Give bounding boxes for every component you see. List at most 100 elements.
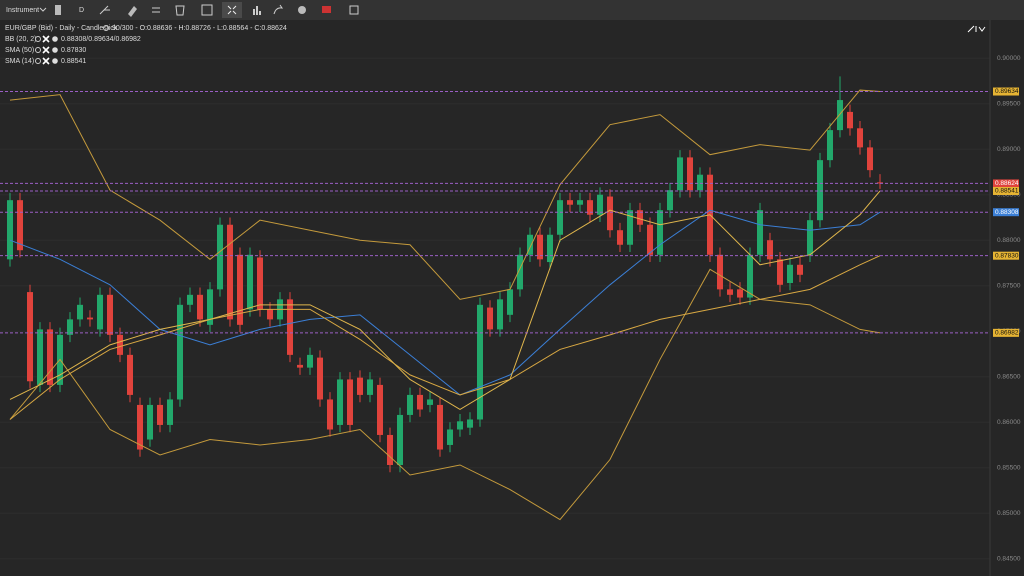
y-tick-label: 0.87500 [997, 282, 1021, 289]
indicators-icon[interactable] [253, 6, 261, 15]
candle-body [127, 354, 133, 395]
candle-body [417, 394, 423, 410]
candle-body [267, 309, 273, 320]
candle-body [217, 224, 223, 290]
candle-body [107, 294, 113, 335]
candle-body [157, 404, 163, 425]
candle-body [167, 399, 173, 425]
candle-body [247, 254, 253, 310]
price-tag [993, 87, 1019, 96]
fit-icon [227, 5, 237, 15]
price-tag-label: 0.87830 [995, 252, 1019, 259]
candle-body [487, 307, 493, 330]
candle-body [747, 254, 753, 298]
y-tick-label: 0.86500 [997, 373, 1021, 380]
candle-body [687, 157, 693, 191]
indicator-readout: 0.88308/0.89634/0.86982 [61, 36, 141, 43]
candle-body [357, 377, 363, 395]
candle-body [587, 200, 593, 215]
y-tick-label: 0.85500 [997, 464, 1021, 471]
candle-body [87, 317, 93, 320]
candle-body [37, 329, 43, 385]
candle-body [457, 421, 463, 430]
candle-body [497, 299, 503, 330]
candle-body [287, 299, 293, 355]
candle-body [537, 234, 543, 260]
tools-icon[interactable] [152, 7, 160, 13]
visibility-icon[interactable] [35, 47, 41, 53]
candle-body [227, 224, 233, 320]
price-tag-label: 0.88624 [995, 180, 1019, 187]
candle-body [827, 130, 833, 161]
candle-body [47, 329, 53, 385]
price-tag [993, 251, 1019, 260]
settings-icon[interactable] [52, 36, 58, 42]
price-tag-label: 0.86982 [995, 330, 1019, 337]
candle-body [397, 414, 403, 465]
settings-icon[interactable] [52, 47, 58, 53]
delete-icon[interactable] [175, 5, 185, 16]
candle-body [367, 379, 373, 395]
candle-body [377, 384, 383, 435]
y-tick-label: 0.88000 [997, 237, 1021, 244]
indicator-name: SMA (14) [5, 58, 34, 65]
visibility-icon[interactable] [35, 36, 41, 42]
indicator-line [9, 89, 881, 300]
price-tag-label: 0.88541 [995, 188, 1019, 195]
remove-icon[interactable] [42, 35, 50, 43]
candle-body [877, 182, 883, 184]
candle-body [767, 240, 773, 260]
theme-icon[interactable] [298, 6, 306, 14]
visibility-icon[interactable] [35, 58, 41, 64]
candle-body [797, 264, 803, 275]
share-icon[interactable] [273, 4, 284, 15]
price-tag [993, 208, 1019, 217]
indicator-name: SMA (50) [5, 47, 34, 54]
candle-body [427, 399, 433, 405]
fit-button[interactable] [222, 2, 242, 18]
candle-body [717, 254, 723, 290]
candle-body [857, 128, 863, 148]
ohlc-readout: 90/300 - O:0.88636 - H:0.88726 - L:0.885… [112, 25, 287, 32]
candle-body [637, 210, 643, 225]
candle-body [757, 210, 763, 255]
candle-body [67, 319, 73, 335]
candle-body [437, 404, 443, 450]
candle-body [577, 200, 583, 205]
y-tick-label: 0.86000 [997, 419, 1021, 426]
price-tag [993, 328, 1019, 337]
indicator-line [9, 255, 881, 420]
candle-body [447, 429, 453, 445]
candle-body [737, 289, 743, 298]
fullscreen-icon[interactable] [967, 25, 986, 33]
dropdown-arrow[interactable] [39, 7, 47, 12]
ruler-icon[interactable] [128, 6, 137, 17]
chart-type-icon[interactable] [55, 5, 61, 15]
candle-body [837, 100, 843, 131]
candle-body [477, 304, 483, 420]
candle-body [677, 157, 683, 191]
price-tag-label: 0.89634 [995, 88, 1019, 95]
layout-icon[interactable] [201, 4, 213, 16]
window-icon[interactable] [349, 5, 359, 15]
candle-body [847, 111, 853, 129]
candle-body [207, 289, 213, 325]
price-tag [993, 186, 1019, 195]
y-tick-label: 0.85000 [997, 510, 1021, 517]
y-tick-label: 0.90000 [997, 55, 1021, 62]
candle-body [727, 289, 733, 295]
candle-body [667, 190, 673, 211]
draw-icon[interactable] [99, 5, 110, 15]
candle-body [97, 294, 103, 330]
settings-icon[interactable] [52, 58, 58, 64]
interval-button[interactable]: D [79, 7, 84, 14]
language-flag[interactable] [322, 6, 331, 13]
candle-body [187, 294, 193, 305]
y-tick-label: 0.89000 [997, 146, 1021, 153]
remove-icon[interactable] [42, 57, 50, 65]
instrument-button[interactable]: Instrument [6, 7, 39, 14]
remove-icon[interactable] [42, 46, 50, 54]
